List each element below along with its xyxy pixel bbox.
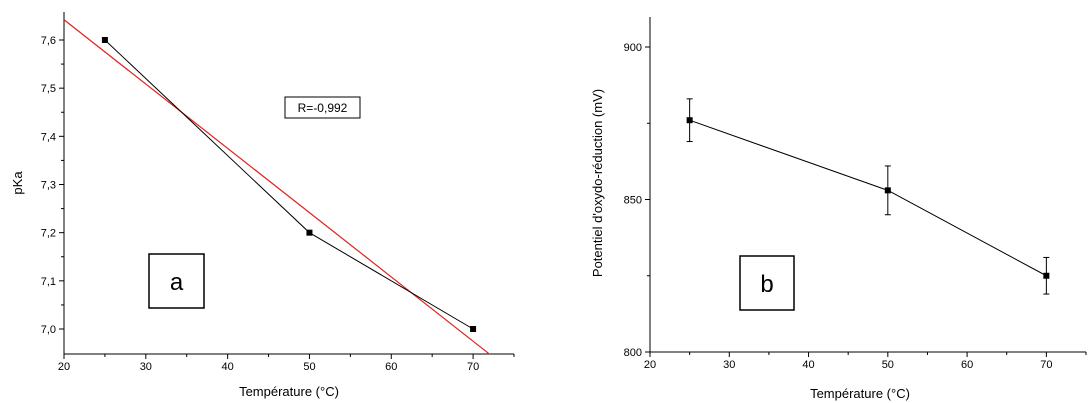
- chart-b-data-point: [687, 117, 693, 123]
- chart-a-x-tick-label: 20: [58, 361, 70, 373]
- chart-b-x-tick-label: 20: [644, 359, 656, 371]
- chart-b-panel-label-box: b: [740, 256, 794, 310]
- chart-a-data-point: [470, 326, 476, 332]
- chart-b-x-tick-label: 70: [1040, 359, 1052, 371]
- chart-a-y-tick-label: 7,1: [41, 276, 56, 288]
- chart-a-annotation-text: R=-0,992: [298, 101, 348, 115]
- chart-b-panel-label: b: [760, 271, 773, 298]
- chart-a-y-tick-label: 7,5: [41, 83, 56, 95]
- chart-b-x-tick-label: 30: [723, 359, 735, 371]
- chart-b-y-tick-label: 900: [624, 42, 642, 54]
- chart-b-data-point: [885, 187, 891, 193]
- chart-b: 20 30 40 50 60 70 800 850 900 b Température (°C…: [590, 17, 1086, 401]
- chart-a-data-point: [306, 230, 312, 236]
- chart-a-fit-line: [64, 20, 489, 354]
- chart-a-y-tick-label: 7,3: [41, 180, 56, 192]
- chart-a-data-point: [102, 37, 108, 43]
- chart-b-data-point: [1043, 273, 1049, 279]
- chart-a: 20 30 40 50 60 70 7,0 7,1 7,2 7,3 7,4 7,5 7,6 R=-0,…: [10, 12, 514, 399]
- chart-a-y-axis-title: pKa: [10, 171, 25, 195]
- chart-a-y-tick-label: 7,6: [41, 35, 56, 47]
- chart-a-x-tick-label: 30: [140, 361, 152, 373]
- chart-b-y-axis-title: Potentiel d'oxydo-réduction (mV): [590, 89, 605, 277]
- chart-a-x-tick-label: 40: [222, 361, 234, 373]
- chart-b-x-tick-label: 50: [882, 359, 894, 371]
- chart-a-x-tick-label: 50: [303, 361, 315, 373]
- chart-a-panel-label: a: [170, 269, 184, 296]
- chart-a-x-axis-title: Température (°C): [239, 384, 339, 399]
- chart-b-y-tick-label: 800: [624, 347, 642, 359]
- chart-a-panel-label-box: a: [149, 254, 204, 308]
- chart-a-y-tick-label: 7,4: [41, 131, 56, 143]
- chart-b-x-axis-title: Température (°C): [810, 386, 910, 401]
- chart-b-x-tick-label: 40: [802, 359, 814, 371]
- chart-a-x-tick-label: 70: [467, 361, 479, 373]
- chart-b-y-tick-label: 850: [624, 195, 642, 207]
- chart-a-y-tick-label: 7,0: [41, 324, 56, 336]
- chart-a-y-tick-label: 7,2: [41, 228, 56, 240]
- chart-a-x-tick-label: 60: [385, 361, 397, 373]
- chart-b-x-tick-label: 60: [961, 359, 973, 371]
- chart-a-annotation-box: R=-0,992: [285, 97, 360, 118]
- chart-b-series-line: [690, 120, 1047, 276]
